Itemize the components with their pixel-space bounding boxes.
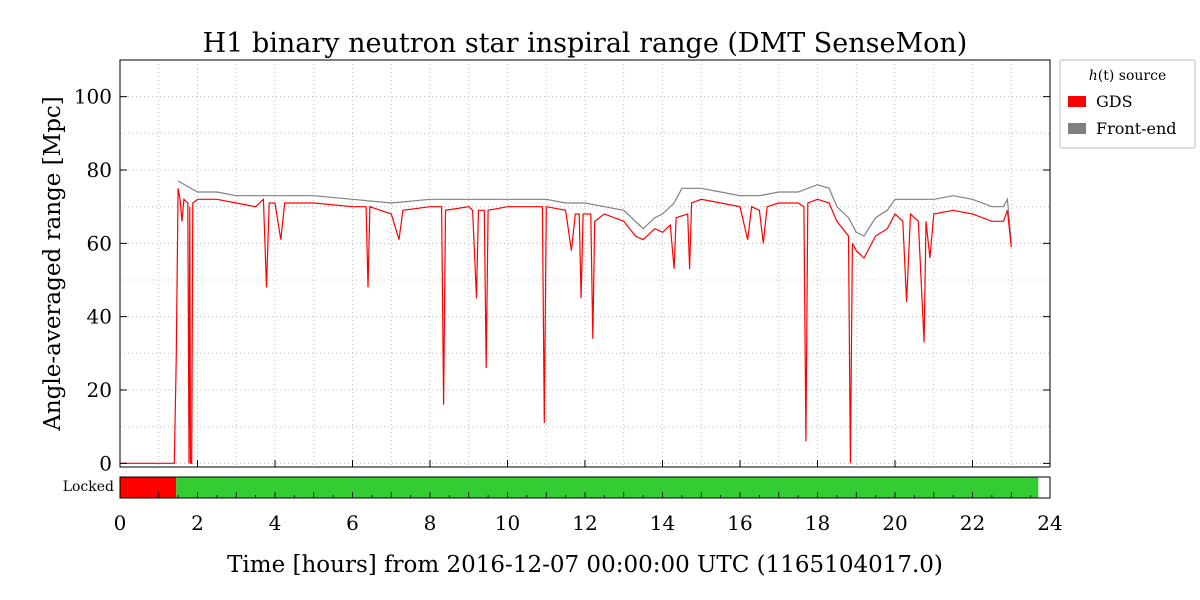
legend-title-var: h [1089, 68, 1098, 84]
x-tick-label: 2 [191, 511, 204, 535]
series-lines [120, 180, 1012, 464]
x-tick-label: 16 [727, 511, 752, 535]
x-tick-label: 0 [114, 511, 127, 535]
y-axis-label: Angle-averaged range [Mpc] [40, 96, 66, 432]
legend-entry-label: GDS [1096, 92, 1133, 111]
legend-swatch [1068, 96, 1086, 107]
y-tick-label: 60 [87, 231, 112, 255]
legend-title: h(t) source [1089, 68, 1167, 84]
legend-title-arg: (t) [1098, 68, 1115, 84]
legend: h(t) source GDS Front-end [1059, 59, 1196, 149]
y-tick-label: 80 [87, 158, 112, 182]
series-line-gds [120, 188, 1012, 464]
x-tick-label: 24 [1037, 511, 1062, 535]
state-bar-label: Locked [63, 479, 114, 495]
state-segment [1038, 477, 1050, 498]
x-axis-label: Time [hours] from 2016-12-07 00:00:00 UT… [227, 552, 943, 578]
legend-box [1059, 59, 1196, 149]
state-bar: Locked [63, 476, 1051, 499]
y-tick-label: 40 [87, 305, 112, 329]
x-tick-label: 4 [269, 511, 282, 535]
legend-title-rest: source [1114, 68, 1166, 84]
x-tick-label: 10 [495, 511, 520, 535]
x-axis-ticks: 0 2 4 6 8 10 12 14 16 18 20 22 24 [114, 460, 1063, 535]
y-tick-label: 0 [99, 451, 112, 475]
y-tick-label: 100 [74, 85, 112, 109]
x-tick-label: 12 [572, 511, 597, 535]
y-tick-label: 20 [87, 378, 112, 402]
legend-swatch [1068, 123, 1086, 134]
grid-lines [119, 59, 1051, 467]
state-segment [176, 477, 1039, 498]
state-segment [120, 477, 177, 498]
x-tick-label: 6 [346, 511, 359, 535]
series-line-front-end [177, 180, 1012, 244]
x-tick-label: 22 [960, 511, 985, 535]
x-tick-label: 18 [805, 511, 830, 535]
x-tick-label: 8 [424, 511, 437, 535]
plot-frame [119, 59, 1051, 468]
x-tick-label: 20 [882, 511, 907, 535]
chart-title: H1 binary neutron star inspiral range (D… [203, 28, 968, 59]
x-tick-label: 14 [650, 511, 675, 535]
legend-entry-label: Front-end [1096, 119, 1177, 138]
y-axis-ticks: 0 20 40 60 80 100 [74, 85, 1050, 475]
